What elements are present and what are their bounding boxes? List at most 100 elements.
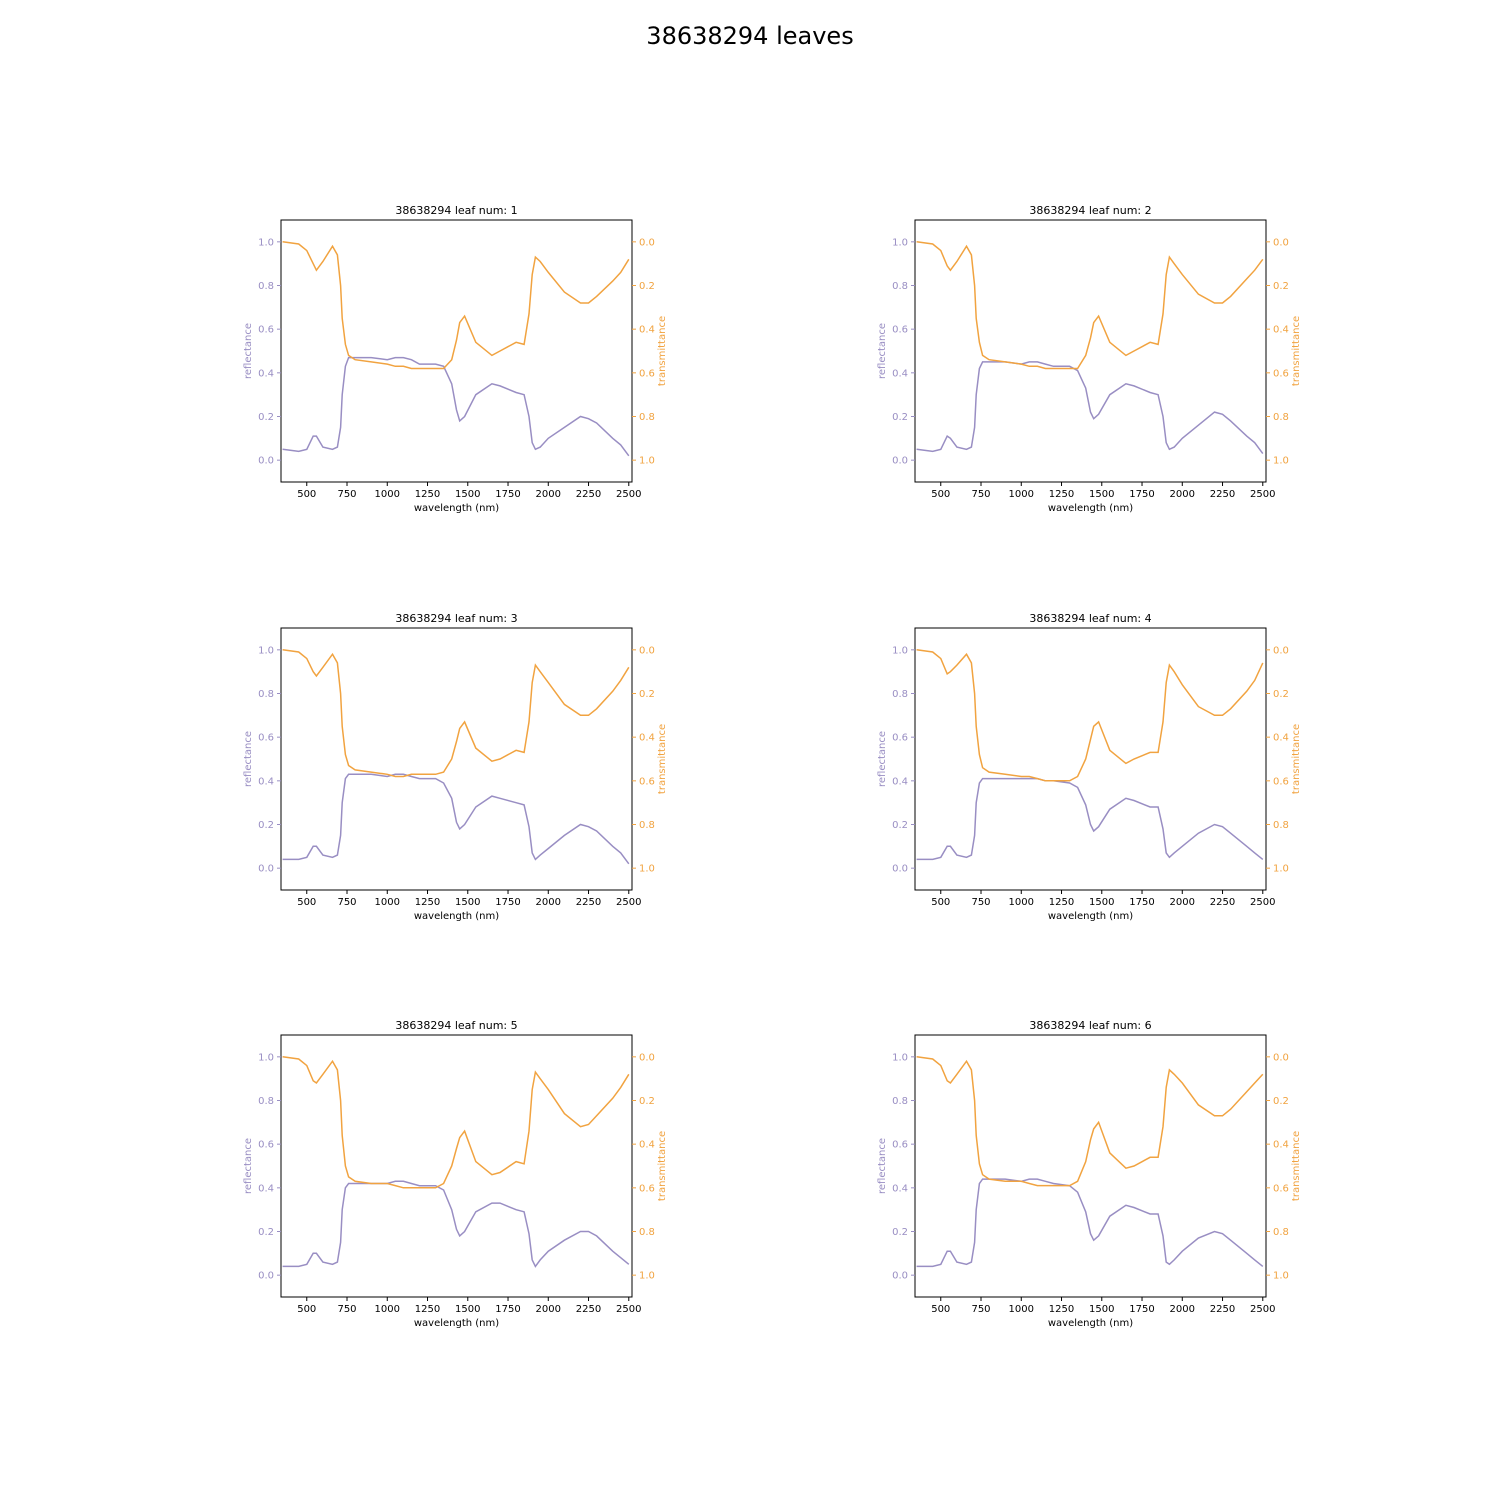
x-tick-label: 1750 <box>495 1304 520 1315</box>
y-left-tick-label: 0.8 <box>258 1096 274 1107</box>
chart-title: 38638294 leaf num: 2 <box>1029 204 1151 217</box>
x-tick-label: 1500 <box>455 897 480 908</box>
y-left-tick-label: 0.4 <box>258 368 274 379</box>
y-right-tick-label: 0.2 <box>1273 281 1289 292</box>
chart-panel-6: 38638294 leaf num: 6 500 750 1000 1250 1500 17… <box>877 1019 1302 1329</box>
y-right-tick-label: 0.2 <box>1273 689 1289 700</box>
x-tick-label: 1750 <box>1129 897 1154 908</box>
x-tick-label: 750 <box>971 489 990 500</box>
y-right-tick-label: 1.0 <box>639 1271 655 1282</box>
y-left-tick-label: 1.0 <box>258 645 274 656</box>
series-line-reflectance <box>282 773 630 865</box>
x-tick-label: 2500 <box>616 897 641 908</box>
x-tick-label: 2500 <box>616 489 641 500</box>
x-tick-label: 2250 <box>576 897 601 908</box>
y-right-tick-label: 0.8 <box>1273 820 1289 831</box>
x-tick-label: 2000 <box>1170 489 1195 500</box>
x-tick-label: 2500 <box>1250 489 1275 500</box>
y-right-axis-label: transmittance <box>657 316 668 386</box>
x-tick-label: 1250 <box>415 897 440 908</box>
series-line-reflectance <box>282 356 630 457</box>
y-right-tick-label: 0.0 <box>1273 645 1289 656</box>
y-right-tick-label: 0.2 <box>639 281 655 292</box>
y-right-tick-label: 0.6 <box>1273 1183 1289 1194</box>
y-left-tick-label: 0.8 <box>258 281 274 292</box>
x-tick-label: 1000 <box>1009 489 1034 500</box>
y-left-tick-label: 0.6 <box>258 325 274 336</box>
y-left-axis-label: reflectance <box>877 323 888 379</box>
x-axis-label: wavelength (nm) <box>414 1318 499 1329</box>
x-tick-label: 500 <box>297 1304 316 1315</box>
y-right-tick-label: 0.0 <box>639 237 655 248</box>
x-tick-label: 750 <box>337 489 356 500</box>
x-tick-label: 2500 <box>1250 897 1275 908</box>
x-tick-label: 1500 <box>1089 897 1114 908</box>
series-line-transmittance <box>916 649 1264 782</box>
y-right-tick-label: 0.0 <box>639 1052 655 1063</box>
y-left-axis-label: reflectance <box>243 323 254 379</box>
series-line-transmittance <box>916 1056 1264 1187</box>
y-right-tick-label: 1.0 <box>639 456 655 467</box>
y-left-tick-label: 1.0 <box>892 1052 908 1063</box>
x-axis-label: wavelength (nm) <box>1048 911 1133 922</box>
x-tick-label: 2000 <box>1170 1304 1195 1315</box>
x-tick-label: 1250 <box>1049 897 1074 908</box>
y-left-tick-label: 0.8 <box>892 1096 908 1107</box>
y-right-tick-label: 0.4 <box>1273 1140 1289 1151</box>
x-tick-label: 2250 <box>1210 1304 1235 1315</box>
plot-frame <box>280 627 633 891</box>
x-tick-label: 750 <box>337 897 356 908</box>
y-left-tick-label: 0.8 <box>892 281 908 292</box>
y-right-tick-label: 0.4 <box>639 1140 655 1151</box>
x-tick-label: 500 <box>931 489 950 500</box>
x-tick-label: 1750 <box>495 489 520 500</box>
y-right-tick-label: 0.6 <box>1273 368 1289 379</box>
y-right-tick-label: 1.0 <box>1273 1271 1289 1282</box>
x-tick-label: 1500 <box>1089 489 1114 500</box>
y-right-tick-label: 0.8 <box>639 820 655 831</box>
x-tick-label: 500 <box>931 897 950 908</box>
y-left-tick-label: 0.2 <box>892 412 908 423</box>
y-right-tick-label: 0.6 <box>639 1183 655 1194</box>
x-tick-label: 500 <box>297 489 316 500</box>
chart-title: 38638294 leaf num: 3 <box>395 612 517 625</box>
y-left-tick-label: 0.2 <box>258 820 274 831</box>
x-tick-label: 1000 <box>1009 897 1034 908</box>
series-line-reflectance <box>916 777 1264 861</box>
chart-title: 38638294 leaf num: 4 <box>1029 612 1151 625</box>
x-tick-label: 1250 <box>415 1304 440 1315</box>
series-line-reflectance <box>916 1178 1264 1268</box>
y-right-tick-label: 0.2 <box>639 1096 655 1107</box>
y-right-tick-label: 0.8 <box>639 1227 655 1238</box>
x-tick-label: 2250 <box>1210 897 1235 908</box>
x-tick-label: 750 <box>971 897 990 908</box>
y-left-tick-label: 0.0 <box>892 456 908 467</box>
y-left-tick-label: 0.0 <box>892 1271 908 1282</box>
x-tick-label: 2000 <box>536 489 561 500</box>
y-left-tick-label: 0.6 <box>892 733 908 744</box>
y-left-tick-label: 0.0 <box>892 864 908 875</box>
plot-frame <box>914 627 1267 891</box>
y-left-tick-label: 0.2 <box>892 1227 908 1238</box>
y-left-axis-label: reflectance <box>243 731 254 787</box>
x-tick-label: 1750 <box>1129 489 1154 500</box>
y-left-tick-label: 1.0 <box>892 645 908 656</box>
x-tick-label: 1750 <box>1129 1304 1154 1315</box>
y-left-tick-label: 0.4 <box>258 776 274 787</box>
series-line-transmittance <box>916 241 1264 370</box>
y-left-tick-label: 0.4 <box>892 1183 908 1194</box>
y-left-tick-label: 0.6 <box>892 325 908 336</box>
x-tick-label: 750 <box>337 1304 356 1315</box>
x-tick-label: 750 <box>971 1304 990 1315</box>
series-line-transmittance <box>282 241 630 370</box>
y-right-tick-label: 0.6 <box>639 776 655 787</box>
x-tick-label: 2250 <box>576 1304 601 1315</box>
y-left-tick-label: 0.4 <box>258 1183 274 1194</box>
y-left-tick-label: 1.0 <box>258 237 274 248</box>
x-tick-label: 2500 <box>616 1304 641 1315</box>
x-tick-label: 1000 <box>375 489 400 500</box>
y-right-tick-label: 0.8 <box>1273 412 1289 423</box>
x-tick-label: 2250 <box>1210 489 1235 500</box>
y-right-tick-label: 1.0 <box>1273 456 1289 467</box>
chart-title: 38638294 leaf num: 6 <box>1029 1019 1151 1032</box>
